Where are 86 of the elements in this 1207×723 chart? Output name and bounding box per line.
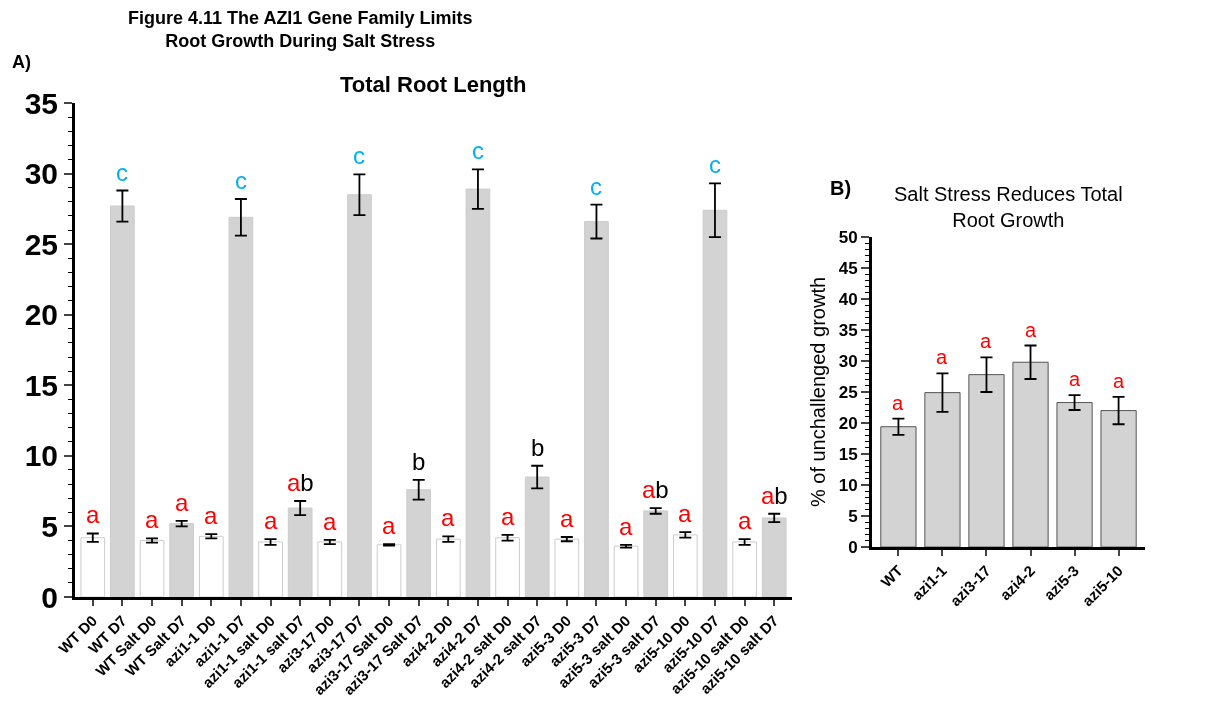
data-label: a [619,513,633,540]
data-label: c [590,173,602,200]
data-label: a [980,330,992,352]
y-tick-label: 10 [838,475,858,495]
y-tick-label: 20 [838,413,858,433]
bar [347,194,372,597]
y-tick-label: 10 [24,439,58,473]
data-label: a [936,346,948,368]
bar [524,476,550,597]
data-label: a [1113,370,1125,392]
data-label: c [116,159,128,186]
y-tick-label: 5 [848,506,858,526]
data-label: c [353,142,365,169]
bar [554,538,580,597]
y-tick-label: 40 [838,289,858,309]
data-label: a [441,504,455,531]
y-tick-label: 30 [24,157,58,191]
data-label: a [678,500,692,527]
data-label: a [264,507,278,534]
bar [80,537,106,597]
data-label: a [1025,319,1037,341]
bar [702,209,728,597]
chart-title: Salt Stress Reduces Total Root Growth [894,183,1123,231]
y-tick-label: 0 [848,537,858,557]
bar [228,216,254,597]
bar [465,188,491,597]
bar [406,489,432,597]
data-label: a [560,505,574,532]
data-label: a [204,502,218,529]
data-label: a [501,503,515,530]
data-label: ab [287,469,314,496]
bar [584,221,609,597]
data-label: a [738,507,752,534]
y-tick-label: 0 [41,580,58,614]
text: B) [830,177,852,199]
bar [1056,402,1093,547]
data-label: a [175,489,189,516]
data-label: a [86,501,100,528]
bar [1100,410,1137,547]
data-label: a [1069,368,1081,390]
y-tick-label: 50 [838,227,858,247]
data-label: b [531,434,545,461]
y-tick-label: 20 [24,298,58,332]
data-label: c [472,137,484,164]
y-axis-title: % of unchallenged growth [807,276,830,508]
y-tick-label: 35 [838,320,858,340]
bar [924,392,961,547]
y-tick-label: 45 [838,258,858,278]
bar [110,205,135,597]
bar [1012,361,1049,547]
data-label: a [382,512,396,539]
bar [732,541,757,597]
chart-title: Total Root Length [340,72,527,97]
bar [169,523,195,597]
data-label: a [892,392,904,414]
bar [198,535,224,597]
bar [672,534,698,597]
data-label: a [323,508,337,535]
y-tick-label: 30 [838,351,858,371]
data-label: ab [761,482,788,509]
data-label: ab [642,476,669,503]
y-tick-label: 5 [41,509,58,543]
x-tick-label: WT [877,561,906,591]
bar [287,507,313,597]
y-tick-label: 15 [838,444,858,464]
bar [643,510,669,597]
text: A) [12,52,31,72]
bar [258,541,283,597]
bar [880,426,917,547]
bar [613,545,639,597]
y-tick-label: 35 [24,86,58,120]
bar [435,538,461,597]
y-tick-label: 25 [24,227,58,261]
bar [968,374,1005,547]
y-tick-label: 15 [24,368,58,402]
data-label: a [145,506,159,533]
bar [761,517,787,597]
bar [495,537,520,597]
data-label: b [412,448,426,475]
bar [317,541,343,597]
bar [139,540,165,597]
data-label: c [235,167,247,194]
bar [376,544,402,597]
data-label: c [709,151,721,178]
caption: Figure 4.11 The AZI1 Gene Family Limits Root Growth During Salt Stress [128,8,473,52]
y-tick-label: 25 [838,382,858,402]
